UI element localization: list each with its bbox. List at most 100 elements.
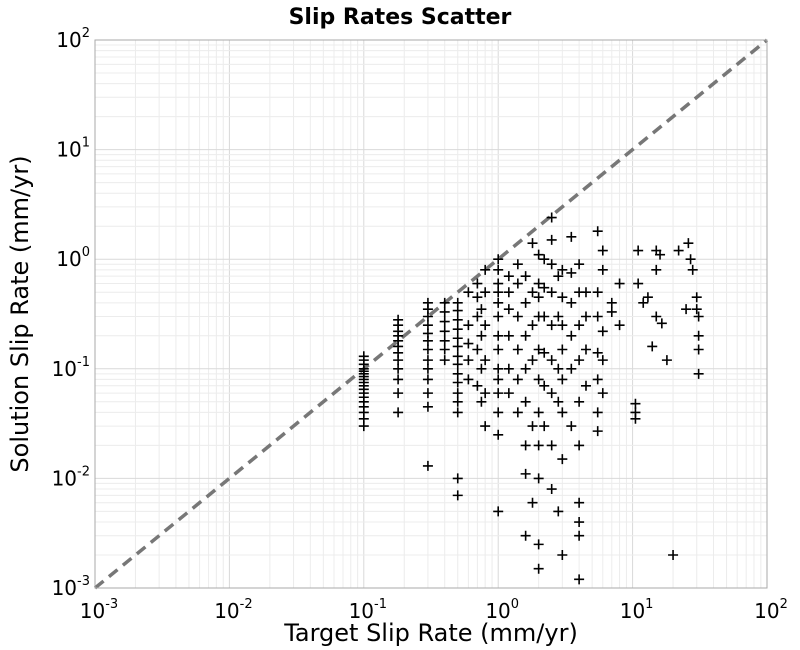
data-point <box>546 388 557 399</box>
data-point <box>557 454 568 465</box>
data-point <box>503 287 514 298</box>
data-point <box>597 264 608 275</box>
data-point <box>691 304 702 315</box>
data-point <box>642 292 653 303</box>
data-point <box>693 311 704 322</box>
data-point <box>592 426 603 437</box>
data-point <box>512 311 523 322</box>
data-point <box>463 287 474 298</box>
data-point <box>533 278 544 289</box>
data-point <box>512 407 523 418</box>
y-axis-label: Solution Slip Rate (mm/yr) <box>6 155 34 472</box>
data-point <box>480 264 491 275</box>
data-point <box>614 278 625 289</box>
data-point <box>422 344 433 355</box>
data-point <box>476 304 487 315</box>
data-point <box>480 421 491 432</box>
data-point <box>557 407 568 418</box>
data-point <box>527 287 538 298</box>
data-point <box>439 344 450 355</box>
data-point <box>546 484 557 495</box>
data-point <box>493 297 504 308</box>
data-point <box>557 264 568 275</box>
data-point <box>533 563 544 574</box>
data-point <box>439 297 450 308</box>
data-point <box>520 468 531 479</box>
data-point <box>693 344 704 355</box>
data-point <box>452 351 463 362</box>
data-point <box>592 407 603 418</box>
y-tick-label: 10-3 <box>52 574 90 600</box>
x-tick-label: 101 <box>620 597 654 623</box>
data-point <box>422 320 433 331</box>
data-point <box>661 355 672 366</box>
data-point <box>668 550 679 561</box>
data-point <box>539 311 550 322</box>
data-point <box>533 374 544 385</box>
data-point <box>393 388 404 399</box>
data-point <box>557 292 568 303</box>
data-point <box>580 380 591 391</box>
data-point <box>546 320 557 331</box>
data-point <box>393 363 404 374</box>
data-point <box>685 254 696 265</box>
data-point <box>476 396 487 407</box>
data-point <box>503 330 514 341</box>
data-point <box>439 316 450 327</box>
data-point <box>574 355 585 366</box>
data-point <box>557 550 568 561</box>
data-point <box>546 355 557 366</box>
data-point <box>452 324 463 335</box>
data-point <box>480 355 491 366</box>
data-point <box>557 374 568 385</box>
x-axis-label: Target Slip Rate (mm/yr) <box>283 619 578 647</box>
data-point <box>520 297 531 308</box>
data-point <box>597 245 608 256</box>
data-point <box>606 297 617 308</box>
y-axis-ticks: 10-3 10-2 10-1 100 101 102 <box>52 26 90 600</box>
data-point <box>574 259 585 270</box>
y-tick-label: 101 <box>56 136 90 162</box>
y-tick-label: 102 <box>56 26 90 52</box>
data-point <box>422 363 433 374</box>
data-point <box>606 306 617 317</box>
data-point <box>503 388 514 399</box>
data-point <box>681 304 692 315</box>
data-point <box>472 344 483 355</box>
data-point <box>480 287 491 298</box>
data-point <box>592 226 603 237</box>
data-point <box>574 574 585 585</box>
data-point <box>439 326 450 337</box>
data-point <box>422 355 433 366</box>
data-point <box>580 344 591 355</box>
data-point <box>527 320 538 331</box>
data-point <box>527 421 538 432</box>
data-point <box>439 306 450 317</box>
data-point <box>574 320 585 331</box>
data-point <box>439 355 450 366</box>
data-point <box>656 318 667 329</box>
data-point <box>393 407 404 418</box>
data-point <box>546 212 557 223</box>
data-point <box>553 271 564 282</box>
data-point <box>592 287 603 298</box>
data-point <box>493 374 504 385</box>
data-point <box>553 506 564 517</box>
data-point <box>683 238 694 249</box>
data-point <box>574 497 585 508</box>
data-point <box>452 314 463 325</box>
data-point <box>472 311 483 322</box>
data-point <box>693 368 704 379</box>
data-point <box>693 330 704 341</box>
data-point <box>655 249 666 260</box>
x-tick-label: 10-3 <box>80 597 118 623</box>
data-point <box>533 440 544 451</box>
x-tick-label: 102 <box>754 597 788 623</box>
data-point <box>566 231 577 242</box>
data-point <box>546 259 557 270</box>
data-point <box>630 407 641 418</box>
data-point <box>633 245 644 256</box>
data-point <box>520 530 531 541</box>
x-axis-ticks: 10-3 10-2 10-1 100 101 102 <box>80 597 788 623</box>
data-point <box>592 311 603 322</box>
